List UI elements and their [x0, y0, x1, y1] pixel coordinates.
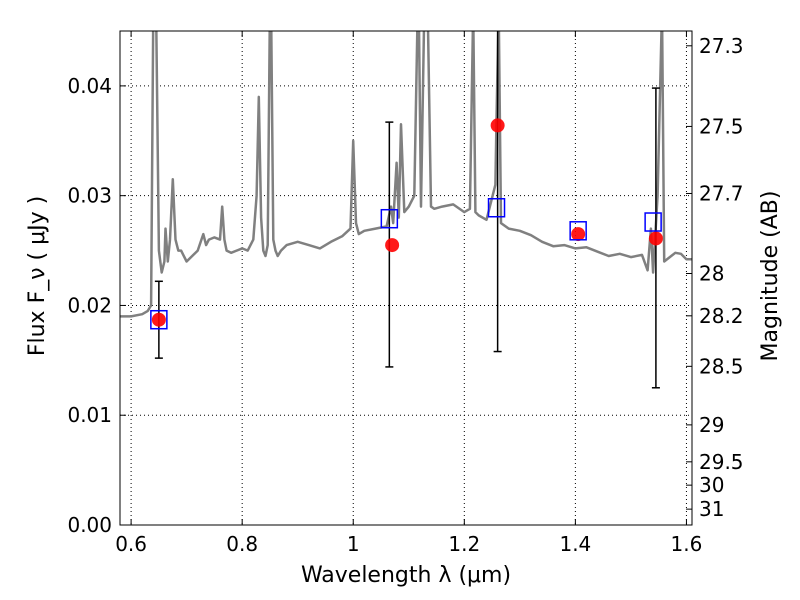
magnitude-tick-label: 29: [699, 413, 724, 437]
model-spectrum: [120, 31, 692, 318]
magnitude-tick-label: 28.2: [699, 304, 744, 328]
model-point: [569, 221, 587, 241]
error-bar: [493, 31, 502, 353]
x-axis-label: Wavelength λ (μm): [301, 563, 511, 588]
magnitude-axis-label: Magnitude (AB): [758, 191, 783, 362]
y-tick-label: 0.04: [67, 74, 112, 98]
x-tick-label: 0.6: [115, 532, 147, 556]
model-point: [487, 197, 506, 218]
x-tick-label: 1.4: [559, 532, 591, 556]
observed-point: [385, 238, 400, 253]
spectrum-line: [120, 31, 692, 318]
y-tick-label: 0.03: [67, 184, 112, 208]
observed-point: [571, 227, 586, 242]
plot-frame: [119, 30, 693, 526]
magnitude-tick-label: 28: [699, 262, 724, 286]
x-tick-label: 1.2: [448, 532, 480, 556]
magnitude-tick-label: 27.5: [699, 114, 744, 138]
y-axis-label: Flux F_ν ( μJy ): [25, 196, 50, 356]
observed-points: [151, 118, 663, 327]
magnitude-tick-label: 31: [699, 497, 724, 521]
y-tick-label: 0.00: [67, 513, 112, 537]
model-point: [380, 208, 399, 229]
model-point: [150, 309, 168, 330]
x-axis-ticks: 0.6 0.8 1 1.2 1.4 1.6: [115, 31, 702, 556]
magnitude-tick-label: 30: [699, 473, 724, 497]
magnitude-tick-label: 29.5: [699, 450, 744, 474]
observed-point: [490, 118, 505, 133]
model-points: [150, 197, 662, 330]
y-tick-label: 0.02: [67, 293, 112, 317]
x-tick-label: 0.8: [226, 532, 258, 556]
observed-point: [648, 231, 663, 246]
x-tick-label: 1: [347, 532, 360, 556]
y-tick-label: 0.01: [67, 403, 112, 427]
magnitude-tick-label: 27.3: [699, 34, 744, 58]
observed-point: [151, 312, 166, 327]
magnitude-tick-label: 28.5: [699, 354, 744, 378]
model-point: [644, 212, 662, 232]
magnitude-tick-label: 27.7: [699, 181, 744, 205]
x-tick-label: 1.6: [671, 532, 703, 556]
y-axis-ticks: 0.00 0.01 0.02 0.03 0.04: [67, 74, 126, 537]
grid: [120, 31, 692, 526]
